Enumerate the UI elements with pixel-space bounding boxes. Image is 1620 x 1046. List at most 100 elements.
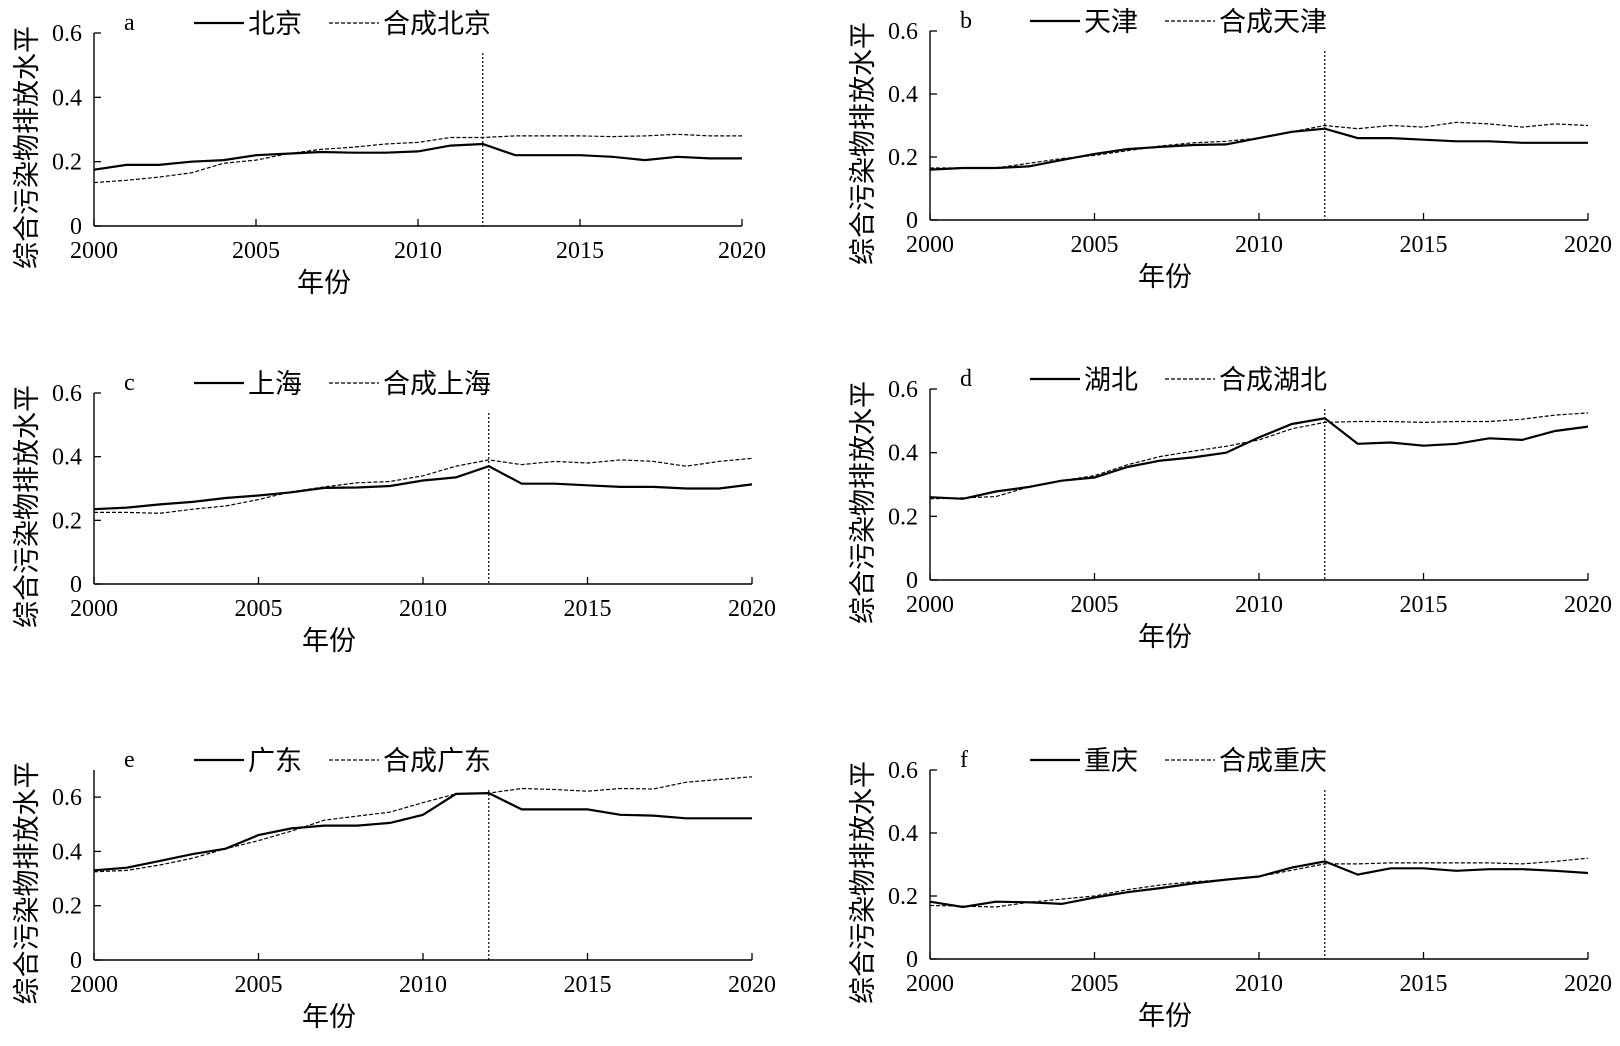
y-tick-label: 0 — [906, 208, 918, 234]
series-line-actual — [929, 417, 1589, 500]
y-tick-label: 0.4 — [52, 85, 82, 111]
x-tick-label: 2020 — [1564, 592, 1612, 618]
series-line-actual — [929, 860, 1589, 909]
x-tick-label: 2000 — [906, 971, 954, 997]
series-line-synthetic — [94, 457, 753, 514]
y-tick-label: 0.6 — [52, 785, 82, 811]
panel-letter: a — [124, 10, 135, 36]
x-axis-title: 年份 — [1138, 1001, 1192, 1031]
y-tick-label: 0.4 — [52, 445, 82, 471]
x-tick-label: 2010 — [399, 596, 447, 622]
x-tick-label: 2005 — [1071, 592, 1119, 618]
series-line-synthetic — [93, 776, 753, 873]
x-axis-title: 年份 — [297, 268, 351, 298]
legend-label-actual: 湖北 — [1084, 365, 1138, 395]
legend: 天津 合成天津 — [1030, 7, 1327, 37]
x-tick-label: 2020 — [1564, 232, 1612, 258]
x-tick-label: 2005 — [235, 596, 283, 622]
panel-letter: c — [124, 370, 135, 396]
y-tick-label: 0 — [70, 572, 82, 598]
x-tick-label: 2020 — [1564, 971, 1612, 997]
y-tick-label: 0.6 — [52, 21, 82, 47]
legend-label-synthetic: 合成北京 — [383, 9, 491, 39]
y-tick-label: 0.2 — [52, 894, 82, 920]
legend: 湖北 合成湖北 — [1030, 365, 1327, 395]
y-axis-title: 综合污染物排放水平 — [848, 22, 878, 265]
x-tick-label: 2020 — [718, 238, 766, 264]
x-axis-title: 年份 — [1138, 622, 1192, 652]
y-tick-label: 0.6 — [888, 19, 918, 45]
legend-label-actual: 北京 — [248, 9, 302, 39]
legend-label-synthetic: 合成广东 — [383, 746, 491, 776]
panel-a: 0 0.2 0.4 0.6 2000 2005 2010 2015 2020 年份 综合污染物排放水… — [12, 9, 766, 298]
series-line-actual — [93, 465, 753, 511]
y-axis-title: 综合污染物排放水平 — [848, 381, 878, 624]
panel-letter: e — [124, 747, 135, 773]
panel-b: 0 0.2 0.4 0.6 2000 2005 2010 2015 2020 年份 综合污染物排放水… — [848, 7, 1612, 292]
y-tick-label: 0.4 — [888, 821, 918, 847]
legend-label-synthetic: 合成上海 — [383, 369, 491, 399]
series-line-synthetic — [930, 121, 1589, 169]
y-axis-title: 综合污染物排放水平 — [12, 762, 42, 1005]
x-tick-label: 2010 — [1235, 592, 1283, 618]
y-axis-title: 综合污染物排放水平 — [12, 385, 42, 628]
y-tick-label: 0.4 — [888, 441, 918, 467]
x-axis-title: 年份 — [1138, 262, 1192, 292]
y-tick-label: 0 — [70, 214, 82, 240]
legend: 广东 合成广东 — [194, 746, 491, 776]
y-tick-label: 0.6 — [52, 381, 82, 407]
y-tick-label: 0.2 — [888, 884, 918, 910]
x-tick-label: 2005 — [232, 238, 280, 264]
y-tick-label: 0.4 — [52, 839, 82, 865]
x-tick-label: 2005 — [1071, 971, 1119, 997]
series-line-synthetic — [929, 857, 1589, 908]
legend-label-actual: 天津 — [1084, 7, 1138, 37]
panel-c: 0 0.2 0.4 0.6 2000 2005 2010 2015 2020 年份 综合污染物排放水… — [12, 369, 776, 656]
legend-label-actual: 重庆 — [1084, 746, 1138, 776]
y-tick-label: 0.4 — [888, 82, 918, 108]
y-axis-title: 综合污染物排放水平 — [848, 761, 878, 1004]
x-tick-label: 2000 — [906, 592, 954, 618]
legend: 上海 合成上海 — [194, 369, 491, 399]
panel-letter: f — [960, 747, 968, 773]
x-tick-label: 2005 — [235, 972, 283, 998]
x-tick-label: 2015 — [1400, 592, 1448, 618]
x-tick-label: 2000 — [70, 596, 118, 622]
y-tick-label: 0.6 — [888, 758, 918, 784]
x-tick-label: 2010 — [394, 238, 442, 264]
x-tick-label: 2010 — [1235, 971, 1283, 997]
legend-label-synthetic: 合成天津 — [1219, 7, 1327, 37]
x-tick-label: 2000 — [70, 972, 118, 998]
panel-letter: d — [960, 366, 972, 392]
legend-label-synthetic: 合成重庆 — [1219, 746, 1327, 776]
x-tick-label: 2010 — [1235, 232, 1283, 258]
panel-letter: b — [960, 8, 972, 34]
y-tick-label: 0 — [906, 947, 918, 973]
y-axis-title: 综合污染物排放水平 — [12, 26, 42, 269]
y-tick-label: 0 — [906, 568, 918, 594]
panel-d: 0 0.2 0.4 0.6 2000 2005 2010 2015 2020 年份 综合污染物排放水… — [848, 365, 1612, 652]
legend: 北京 合成北京 — [194, 9, 491, 39]
panel-f: 0 0.2 0.4 0.6 2000 2005 2010 2015 2020 年份 综合污染物排放水… — [848, 746, 1612, 1031]
legend: 重庆 合成重庆 — [1030, 746, 1327, 776]
x-tick-label: 2020 — [728, 972, 776, 998]
x-tick-label: 2020 — [728, 596, 776, 622]
panel-e: 0 0.2 0.4 0.6 2000 2005 2010 2015 2020 年份 综合污染物排放水… — [12, 746, 776, 1032]
x-tick-label: 2015 — [1400, 232, 1448, 258]
x-axis-title: 年份 — [302, 1002, 356, 1032]
legend-label-actual: 上海 — [248, 369, 302, 399]
x-tick-label: 2010 — [399, 972, 447, 998]
legend-label-synthetic: 合成湖北 — [1219, 365, 1327, 395]
series-line-actual — [93, 142, 742, 171]
x-tick-label: 2015 — [556, 238, 604, 264]
y-tick-label: 0.6 — [888, 377, 918, 403]
x-tick-label: 2000 — [906, 232, 954, 258]
x-tick-label: 2015 — [564, 596, 612, 622]
x-tick-label: 2015 — [564, 972, 612, 998]
legend-label-actual: 广东 — [248, 746, 302, 776]
x-axis-title: 年份 — [302, 626, 356, 656]
series-line-actual — [93, 791, 752, 872]
x-tick-label: 2015 — [1400, 971, 1448, 997]
x-tick-label: 2000 — [70, 238, 118, 264]
y-tick-label: 0.2 — [52, 508, 82, 534]
